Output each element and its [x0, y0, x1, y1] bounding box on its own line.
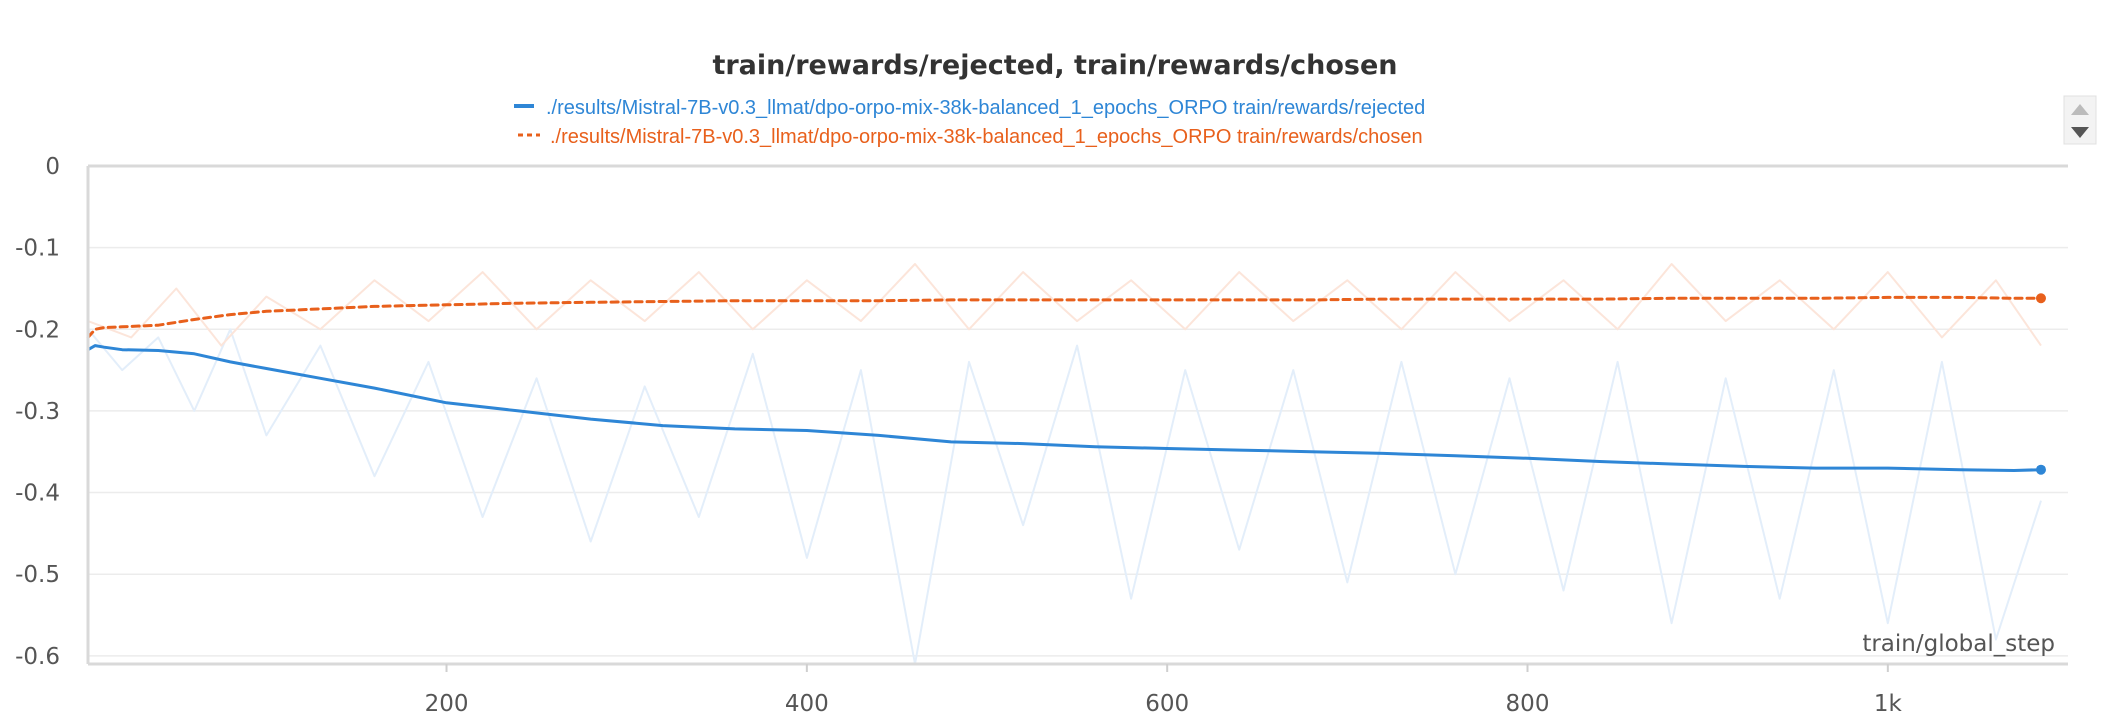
- series-line-rejected[interactable]: [86, 344, 2043, 472]
- y-tick-label: -0.5: [15, 562, 60, 588]
- x-axis-title: train/global_step: [1862, 631, 2055, 657]
- chart-title: train/rewards/rejected, train/rewards/ch…: [712, 50, 1397, 81]
- grid-layer: [88, 246, 2068, 657]
- raw-line-rejected: [87, 328, 2042, 665]
- legend-label-rejected: ./results/Mistral-7B-v0.3_llmat/dpo-orpo…: [546, 97, 1425, 119]
- smoothed-series-layer: [86, 293, 2046, 475]
- series-line-chosen[interactable]: [86, 295, 2043, 339]
- legend-scroll-down-button[interactable]: [2071, 127, 2089, 138]
- y-tick-label: -0.2: [15, 317, 60, 343]
- raw-series-layer: [87, 263, 2042, 665]
- end-point-rejected[interactable]: [2035, 464, 2046, 475]
- legend-scroll-control: [2063, 95, 2097, 145]
- legend-item-chosen[interactable]: ./results/Mistral-7B-v0.3_llmat/dpo-orpo…: [518, 126, 1423, 148]
- tick-labels: 0 -0.1 -0.2 -0.3 -0.4 -0.5 -0.6 200 400 600 800 1k: [15, 154, 1902, 717]
- x-tick-label: 1k: [1874, 691, 1903, 717]
- x-tick-label: 800: [1506, 691, 1550, 717]
- legend-scroll-up-button[interactable]: [2071, 104, 2089, 115]
- y-tick-label: -0.1: [15, 236, 60, 262]
- y-tick-label: -0.4: [15, 481, 60, 507]
- legend-label-chosen: ./results/Mistral-7B-v0.3_llmat/dpo-orpo…: [550, 126, 1423, 148]
- y-tick-label: 0: [45, 154, 60, 180]
- legend-item-rejected[interactable]: ./results/Mistral-7B-v0.3_llmat/dpo-orpo…: [514, 97, 1425, 119]
- x-tick-label: 400: [785, 691, 829, 717]
- y-tick-label: -0.6: [15, 644, 60, 670]
- raw-line-chosen: [87, 263, 2042, 347]
- x-tick-label: 200: [425, 691, 469, 717]
- x-tick-label: 600: [1145, 691, 1189, 717]
- axes: [86, 164, 2068, 666]
- triangle-down-icon: [2071, 127, 2089, 138]
- end-point-chosen[interactable]: [2035, 293, 2046, 304]
- triangle-up-icon: [2071, 104, 2089, 115]
- y-tick-label: -0.3: [15, 399, 60, 425]
- chart-legend: ./results/Mistral-7B-v0.3_llmat/dpo-orpo…: [514, 97, 1425, 148]
